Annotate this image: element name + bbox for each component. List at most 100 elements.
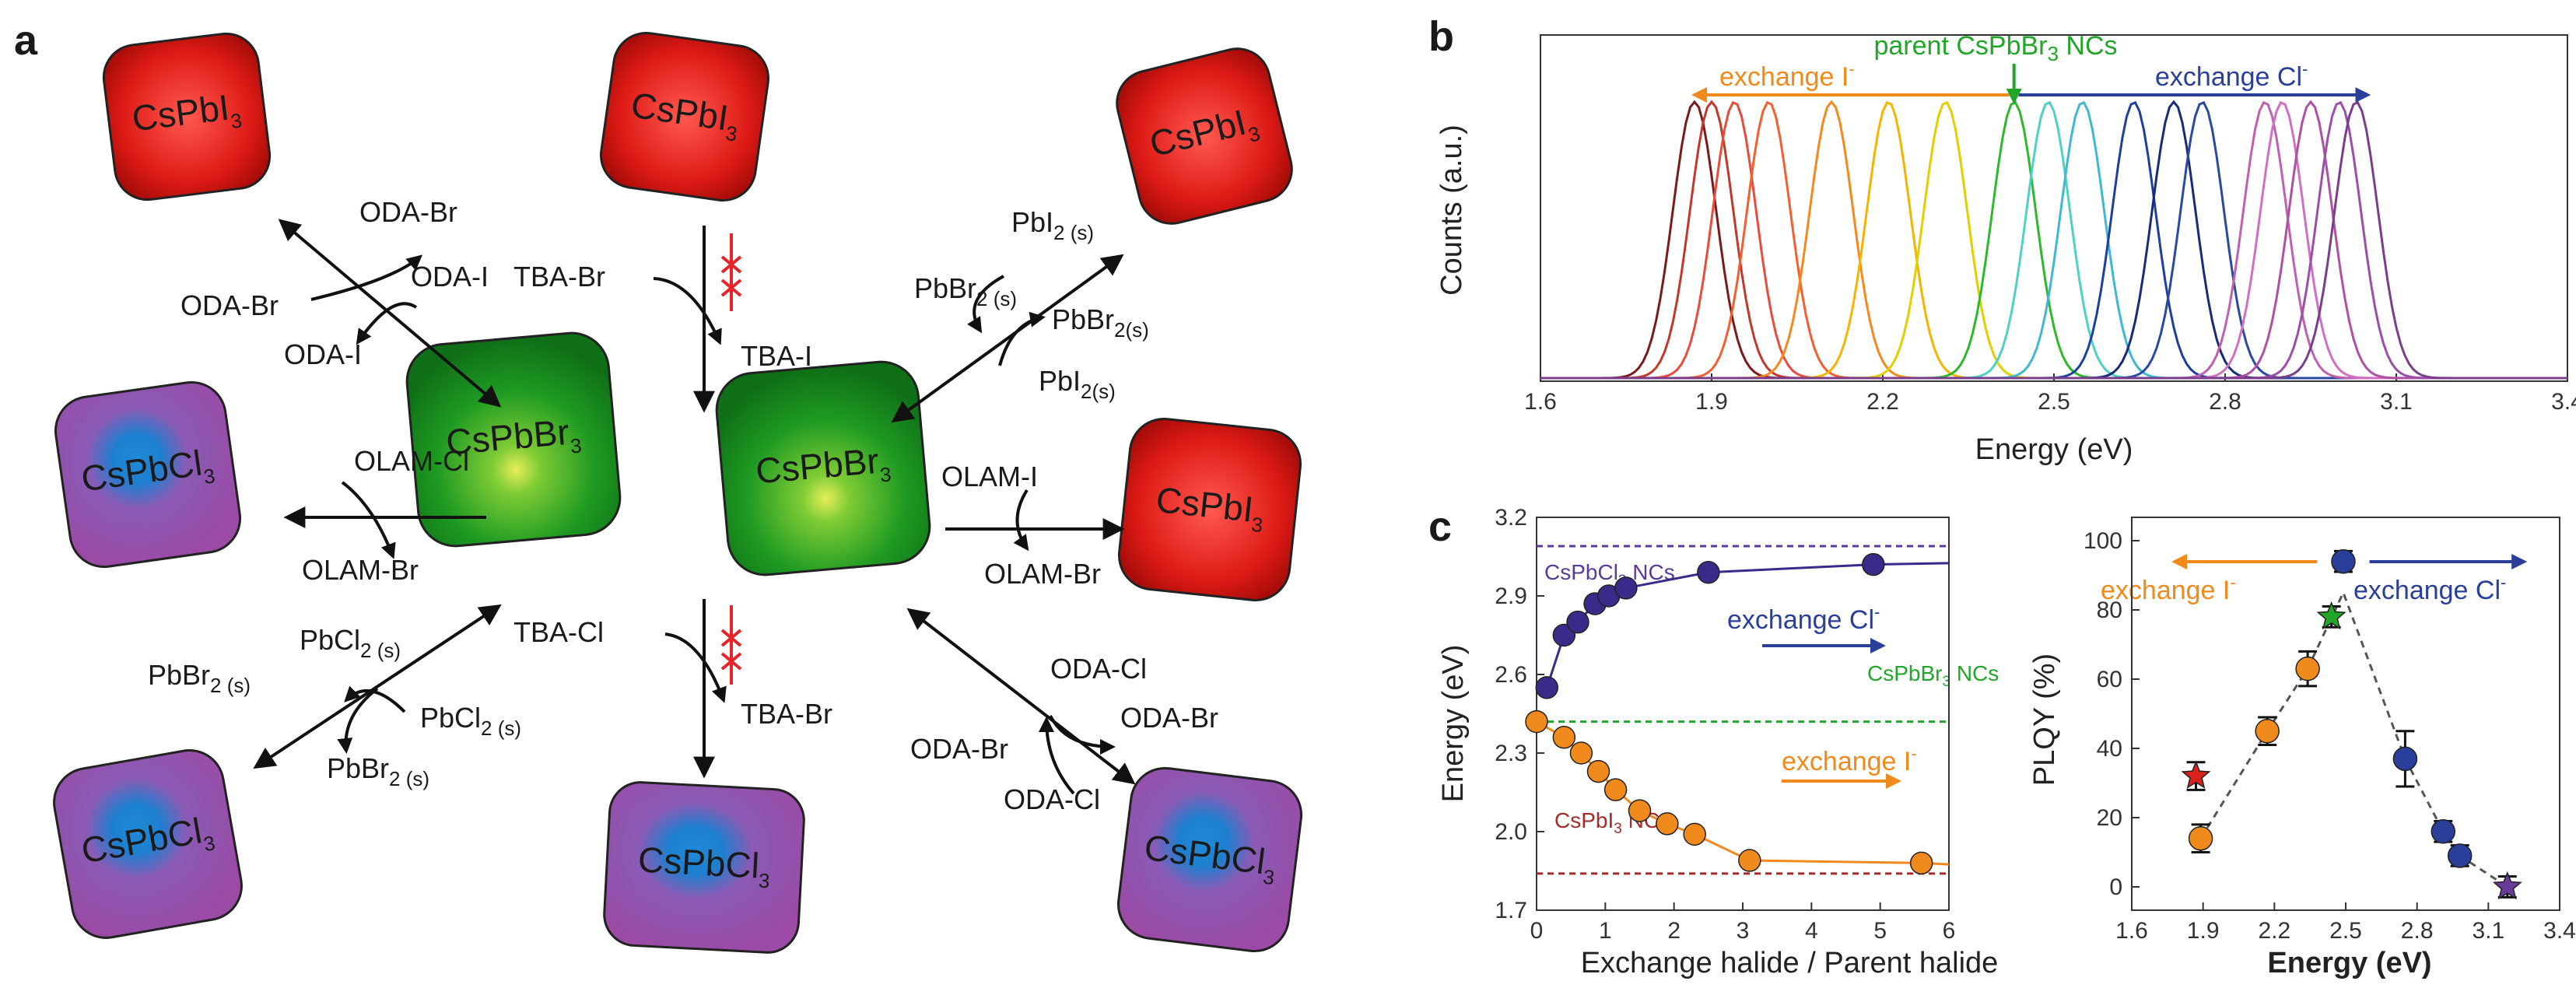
scheme-arrows <box>253 219 1136 795</box>
pl-spectrum-15 <box>1540 100 2567 380</box>
pl-spectrum-8 <box>1540 100 2567 380</box>
pl-spectrum-12 <box>1540 100 2567 380</box>
pl-spectrum-14 <box>1540 100 2567 380</box>
svg-text:TBA-I: TBA-I <box>741 340 812 372</box>
data-point-c1 <box>1683 822 1706 846</box>
cl-nc-label: CsPbCl3 NCs <box>1544 560 1675 589</box>
data-point-c1 <box>1862 552 1885 576</box>
y-tick-label-c2: 80 <box>2097 597 2122 623</box>
data-point-c1 <box>1552 726 1576 749</box>
svg-text:PbI2 (s): PbI2 (s) <box>1011 206 1094 244</box>
svg-text:TBA-Cl: TBA-Cl <box>513 616 604 648</box>
y-tick-label-c2: 20 <box>2097 805 2122 831</box>
pl-spectrum-1 <box>1540 100 2567 380</box>
y-tick-label-c1: 2.0 <box>1495 819 1527 845</box>
svg-text:PbBr2 (s): PbBr2 (s) <box>914 272 1017 310</box>
x-tick-label-c1: 5 <box>1873 918 1887 944</box>
pl-spectrum-6 <box>1540 100 2567 380</box>
pl-spectrum-10 <box>1540 100 2567 380</box>
x-tick-label-b: 2.8 <box>2209 389 2241 415</box>
data-point-c1 <box>1525 709 1548 734</box>
cube-cspbcl3-w: CsPbCl3 <box>54 380 242 569</box>
parent-nc-label: parent CsPbBr3 NCs <box>1873 31 2117 65</box>
data-point-c1 <box>1656 812 1679 836</box>
x-tick-label-c1: 4 <box>1805 918 1818 944</box>
cube-cspbi3-ne: CsPbI3 <box>1116 47 1293 225</box>
data-point-star <box>2181 760 2211 789</box>
data-point-c1 <box>1566 610 1589 634</box>
br-nc-label: CsPbBr3 NCs <box>1867 661 1999 690</box>
x-tick-label-c1: 6 <box>1943 918 1956 944</box>
x-tick-label-c2: 2.5 <box>2329 918 2362 944</box>
data-point-star <box>2492 871 2522 900</box>
y-tick-label-c1: 2.6 <box>1495 662 1527 688</box>
svg-text:PbBr2 (s): PbBr2 (s) <box>327 752 429 790</box>
x-tick-label-b: 3.1 <box>2380 389 2413 415</box>
chart-c2-ylabel: PLQY (%) <box>2028 653 2061 786</box>
x-tick-label-c2: 3.4 <box>2543 918 2576 944</box>
data-point-c2 <box>2295 656 2320 681</box>
cube-cspbcl3-se: CsPbCl3 <box>1116 766 1303 953</box>
y-tick-label-c2: 60 <box>2097 667 2122 692</box>
pl-spectrum-16 <box>1540 100 2567 380</box>
x-tick-label-c1: 2 <box>1667 918 1681 944</box>
cube-cspbcl3-s: CsPbCl3 <box>603 781 805 954</box>
pl-spectrum-17 <box>1540 100 2567 380</box>
cube-cspbi3-e: CsPbI3 <box>1117 417 1302 602</box>
y-tick-label-c1: 2.3 <box>1495 741 1527 766</box>
chart-c1-xlabel: Exchange halide / Parent halide <box>1581 947 1999 979</box>
data-point-c2 <box>2392 746 2418 772</box>
y-tick-label-c2: 100 <box>2084 528 2122 554</box>
blocked-marker-bottom <box>720 605 742 685</box>
cube-center-2: CsPbBr3 <box>715 360 931 576</box>
pl-spectrum-13 <box>1540 100 2567 380</box>
panel-label-a: a <box>14 17 38 64</box>
svg-text:TBA-Br: TBA-Br <box>513 261 605 293</box>
svg-text:TBA-Br: TBA-Br <box>741 698 832 730</box>
cube-cspbi3-nw: CsPbI3 <box>102 32 272 201</box>
svg-text:ODA-Br: ODA-Br <box>359 196 457 228</box>
pl-spectra-chart: Counts (a.u.) Energy (eV) parent CsPbBr3… <box>1435 31 2576 466</box>
pl-spectrum-3 <box>1540 100 2567 380</box>
reagent-labels: ODA-Br ODA-I ODA-Br ODA-I TBA-Br TBA-I P… <box>148 196 1218 815</box>
svg-text:PbCl2 (s): PbCl2 (s) <box>420 702 521 740</box>
svg-text:PbCl2 (s): PbCl2 (s) <box>300 624 401 662</box>
data-point-c2 <box>2331 548 2356 574</box>
y-tick-label-c1: 1.7 <box>1495 898 1527 923</box>
y-tick-label-c2: 40 <box>2097 736 2122 762</box>
chart-c1-ylabel: Energy (eV) <box>1437 645 1470 803</box>
trend-line-c2 <box>2199 589 2508 888</box>
data-point-star <box>2316 601 2346 630</box>
fit-line-2 <box>1536 720 1950 866</box>
data-point-c1 <box>1535 676 1558 699</box>
x-tick-label-c1: 1 <box>1599 918 1612 944</box>
exchange-cl-label-c2: exchange Cl- <box>2353 573 2506 605</box>
x-tick-label-b: 3.4 <box>2551 389 2576 415</box>
x-tick-label-b: 1.9 <box>1695 389 1728 415</box>
data-point-c1 <box>1586 759 1610 783</box>
cube-cspbcl3-sw: CsPbCl3 <box>53 749 243 939</box>
data-point-c1 <box>1614 576 1638 600</box>
pl-spectrum-11 <box>1540 100 2567 380</box>
panel-label-c: c <box>1428 503 1452 550</box>
blocked-marker-top <box>720 233 742 311</box>
chart-c2-xlabel: Energy (eV) <box>2267 947 2431 979</box>
y-tick-label-c1: 3.2 <box>1495 505 1527 531</box>
data-point-c1 <box>1628 799 1652 822</box>
svg-text:PbI2(s): PbI2(s) <box>1039 365 1116 403</box>
svg-text:OLAM-I: OLAM-I <box>941 461 1038 492</box>
svg-text:ODA-I: ODA-I <box>411 261 489 293</box>
svg-text:ODA-Br: ODA-Br <box>180 289 279 321</box>
svg-text:OLAM-Cl: OLAM-Cl <box>354 445 469 477</box>
x-tick-label-b: 2.2 <box>1866 389 1899 415</box>
data-point-c1 <box>1697 560 1720 584</box>
svg-text:PbBr2(s): PbBr2(s) <box>1052 303 1149 342</box>
x-tick-label-c1: 3 <box>1737 918 1750 944</box>
svg-text:OLAM-Br: OLAM-Br <box>984 558 1101 590</box>
svg-text:CsPbCl3: CsPbCl3 <box>636 839 771 893</box>
svg-text:ODA-Cl: ODA-Cl <box>1004 783 1100 815</box>
data-point-c2 <box>2431 819 2456 844</box>
pl-spectrum-18 <box>1540 100 2567 380</box>
data-point-c1 <box>1603 778 1628 801</box>
